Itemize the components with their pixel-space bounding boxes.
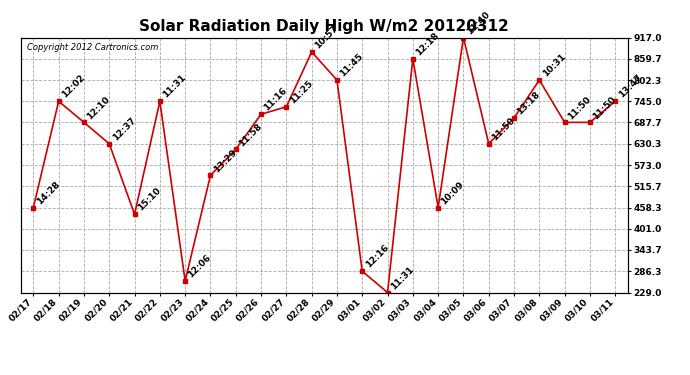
Text: 11:25: 11:25 (288, 79, 315, 105)
Text: 11:31: 11:31 (389, 264, 415, 291)
Title: Solar Radiation Daily High W/m2 20120312: Solar Radiation Daily High W/m2 20120312 (139, 18, 509, 33)
Text: 10:09: 10:09 (440, 180, 466, 206)
Text: 12:10: 12:10 (86, 94, 112, 121)
Text: 11:16: 11:16 (262, 86, 289, 113)
Text: 15:10: 15:10 (136, 186, 162, 213)
Text: 12:16: 12:16 (364, 243, 391, 270)
Text: 12:06: 12:06 (186, 253, 213, 280)
Text: 13:29: 13:29 (212, 147, 239, 174)
Text: 11:40: 11:40 (465, 9, 491, 36)
Text: 12:02: 12:02 (60, 74, 86, 100)
Text: 10:57: 10:57 (313, 24, 339, 51)
Text: 10:31: 10:31 (541, 52, 567, 79)
Text: 13:18: 13:18 (515, 90, 542, 117)
Text: 11:31: 11:31 (161, 73, 188, 100)
Text: 11:50: 11:50 (591, 94, 618, 121)
Text: 12:18: 12:18 (414, 31, 441, 57)
Text: 14:28: 14:28 (34, 179, 61, 206)
Text: 12:37: 12:37 (110, 116, 137, 142)
Text: 11:45: 11:45 (338, 52, 365, 79)
Text: 11:50: 11:50 (566, 94, 593, 121)
Text: 11:58: 11:58 (237, 122, 264, 148)
Text: Copyright 2012 Cartronics.com: Copyright 2012 Cartronics.com (27, 43, 158, 52)
Text: 11:50: 11:50 (490, 116, 517, 142)
Text: 13:47: 13:47 (617, 73, 643, 100)
